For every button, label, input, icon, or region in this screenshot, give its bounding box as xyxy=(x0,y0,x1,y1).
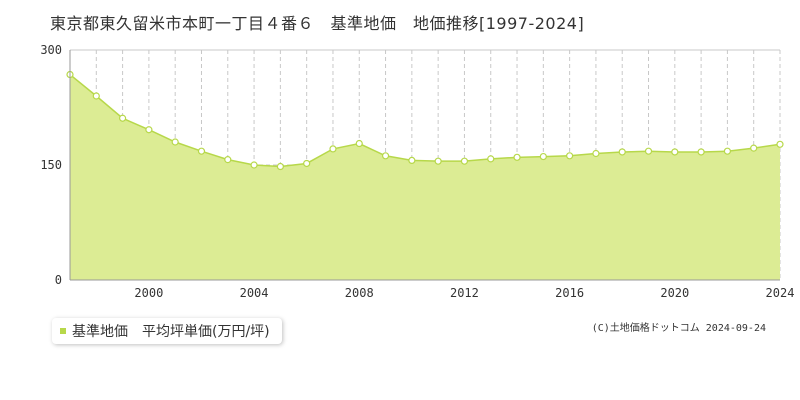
data-point-2003 xyxy=(224,156,232,164)
data-point-2009 xyxy=(381,152,390,160)
chart-title: 東京都東久留米市本町一丁目４番６ 基準地価 地価推移[1997-2024] xyxy=(50,14,585,33)
x-tick-label-2016: 2016 xyxy=(555,286,584,300)
x-tick-label-2024: 2024 xyxy=(766,286,795,300)
legend-label: 基準地価 平均坪単価(万円/坪) xyxy=(72,324,270,340)
data-points xyxy=(66,70,784,171)
data-point-2010 xyxy=(408,156,416,164)
data-point-2020 xyxy=(671,148,679,156)
x-tick-label-2004: 2004 xyxy=(240,286,269,300)
data-point-2002 xyxy=(197,147,206,155)
series-line xyxy=(69,73,781,168)
data-point-2016 xyxy=(566,152,574,160)
data-point-2004 xyxy=(250,161,258,169)
data-point-2013 xyxy=(487,155,495,163)
data-point-2006 xyxy=(303,159,311,168)
data-point-2024 xyxy=(776,140,784,148)
data-point-2005 xyxy=(276,162,284,171)
data-point-2015 xyxy=(539,152,547,161)
data-point-2007 xyxy=(329,145,337,153)
y-tick-labels: 0 150 300 xyxy=(40,43,62,287)
data-point-2012 xyxy=(460,157,469,165)
x-tick-labels: 2000 2004 2008 2012 2016 2020 2024 xyxy=(134,286,794,300)
data-point-2011 xyxy=(434,157,442,165)
data-point-2008 xyxy=(355,139,363,148)
data-point-1999 xyxy=(118,114,127,122)
y-tick-label-300: 300 xyxy=(40,43,62,57)
data-point-2018 xyxy=(618,148,626,156)
data-point-2017 xyxy=(592,149,600,158)
x-tick-label-2012: 2012 xyxy=(450,286,479,300)
data-point-2001 xyxy=(171,138,179,146)
data-point-2021 xyxy=(697,148,705,156)
series-area xyxy=(70,74,780,281)
x-tick-label-2000: 2000 xyxy=(134,286,163,300)
data-point-2019 xyxy=(644,147,653,155)
data-point-2023 xyxy=(750,144,758,152)
data-point-2022 xyxy=(723,147,732,155)
data-point-2000 xyxy=(145,126,153,134)
y-tick-label-0: 0 xyxy=(55,273,62,287)
copyright-text: (C)土地価格ドットコム 2024-09-24 xyxy=(591,323,766,334)
y-tick-label-150: 150 xyxy=(40,158,62,172)
x-tick-label-2020: 2020 xyxy=(660,286,689,300)
legend-marker xyxy=(60,328,66,334)
legend: 基準地価 平均坪単価(万円/坪) xyxy=(52,318,282,344)
data-point-2014 xyxy=(513,153,521,161)
data-point-1998 xyxy=(92,92,100,100)
x-tick-label-2008: 2008 xyxy=(345,286,374,300)
